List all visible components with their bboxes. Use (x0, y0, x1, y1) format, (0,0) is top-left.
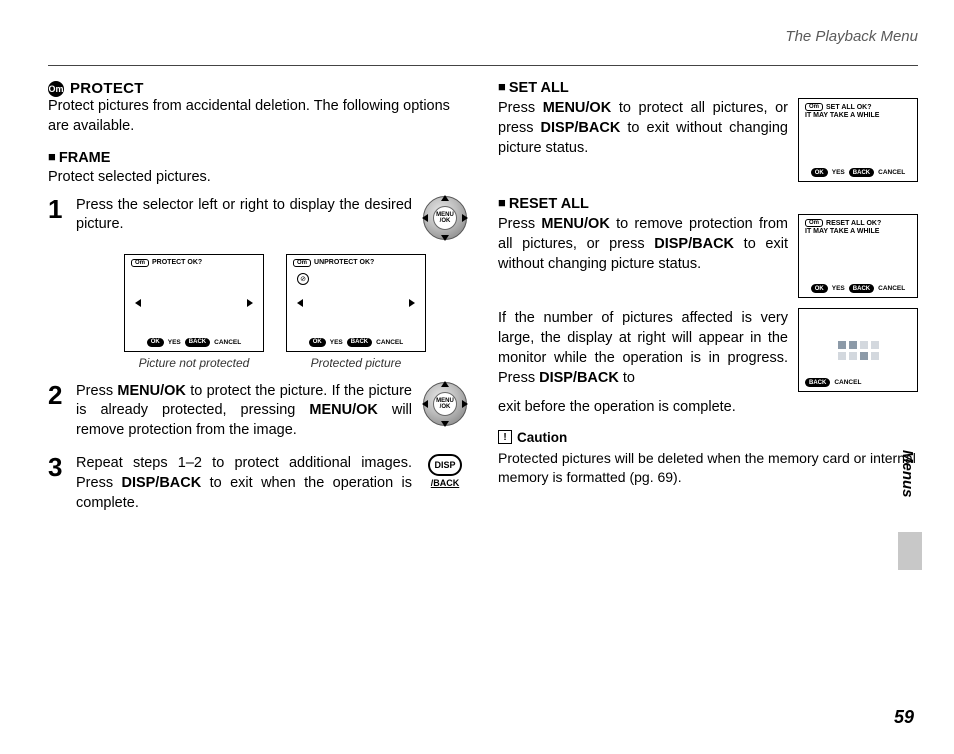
left-column: Om PROTECT Protect pictures from acciden… (48, 80, 468, 527)
caption-left: Picture not protected (139, 356, 250, 370)
step-text: Press the selector left or right to disp… (76, 196, 412, 240)
frame-heading: ■FRAME (48, 150, 468, 166)
step-number: 2 (48, 382, 66, 441)
ok-pill-icon: OK (811, 168, 828, 177)
key-icon: Om (805, 103, 823, 111)
example-screens-row: Om PROTECT OK? OK YES BACK CANCEL P (82, 254, 468, 370)
disp-back-button-icon: DISP /BACK (426, 454, 464, 488)
page-number: 59 (894, 707, 914, 728)
screen-resetall: Om RESET ALL OK? IT MAY TAKE A WHILE OK … (798, 214, 918, 298)
header-rule (48, 65, 918, 66)
ok-pill-icon: OK (811, 284, 828, 293)
screen-setall: Om SET ALL OK? IT MAY TAKE A WHILE OK YE… (798, 98, 918, 182)
key-icon: Om (131, 259, 149, 267)
progress-text: If the number of pictures affected is ve… (498, 308, 788, 392)
back-pill-icon: BACK (347, 338, 372, 347)
step-2: 2 Press MENU/OK to protect the picture. … (48, 382, 468, 441)
key-icon: Om (293, 259, 311, 267)
right-column: ■SET ALL Press MENU/OK to protect all pi… (498, 80, 918, 527)
square-bullet-icon: ■ (48, 149, 56, 164)
screen-unprotect: Om UNPROTECT OK? ⊘ OK YES BACK CANCEL (286, 254, 426, 352)
side-tab: Menus (897, 448, 918, 500)
selector-dial-icon: MENU /OK (423, 196, 467, 240)
caution-text: Protected pictures will be deleted when … (498, 449, 918, 488)
caution-icon: ! (498, 430, 512, 444)
screen-progress: BACK CANCEL (798, 308, 918, 392)
ok-pill-icon: OK (309, 338, 326, 347)
progress-text-cont: exit before the operation is complete. (498, 398, 918, 418)
back-pill-icon: BACK (805, 378, 830, 387)
step-text: Repeat steps 1–2 to protect additional i… (76, 454, 412, 513)
ok-pill-icon: OK (147, 338, 164, 347)
square-bullet-icon: ■ (498, 79, 506, 94)
protected-mark-icon: ⊘ (297, 273, 309, 285)
caution-heading: ! Caution (498, 430, 918, 445)
square-bullet-icon: ■ (498, 195, 506, 210)
step-1: 1 Press the selector left or right to di… (48, 196, 468, 240)
step-text: Press MENU/OK to protect the picture. If… (76, 382, 412, 441)
back-pill-icon: BACK (849, 284, 874, 293)
progress-pattern-icon (838, 341, 879, 360)
key-icon: Om (805, 219, 823, 227)
protect-intro: Protect pictures from accidental deletio… (48, 97, 468, 136)
protect-title: PROTECT (70, 80, 144, 97)
caption-right: Protected picture (311, 356, 402, 370)
protect-mode-icon: Om (48, 81, 64, 97)
back-pill-icon: BACK (849, 168, 874, 177)
selector-dial-icon: MENU /OK (423, 382, 467, 426)
resetall-text: Press MENU/OK to remove protection from … (498, 214, 788, 298)
step-number: 1 (48, 196, 66, 240)
frame-intro: Protect selected pictures. (48, 168, 468, 188)
running-header: The Playback Menu (48, 28, 918, 51)
side-thumb-tab (898, 532, 922, 570)
resetall-heading: ■RESET ALL (498, 196, 918, 212)
step-3: 3 Repeat steps 1–2 to protect additional… (48, 454, 468, 513)
setall-text: Press MENU/OK to protect all pictures, o… (498, 98, 788, 182)
step-number: 3 (48, 454, 66, 513)
screen-protect: Om PROTECT OK? OK YES BACK CANCEL (124, 254, 264, 352)
setall-heading: ■SET ALL (498, 80, 918, 96)
back-pill-icon: BACK (185, 338, 210, 347)
